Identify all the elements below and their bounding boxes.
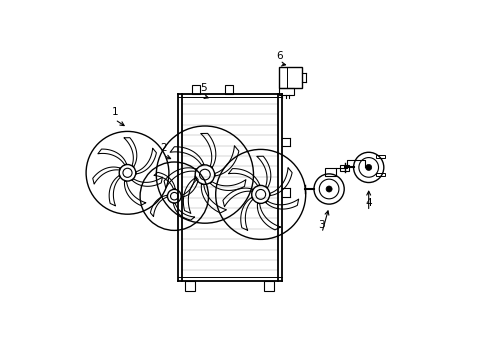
Bar [185,281,195,291]
Bar [339,165,348,171]
Bar [375,173,385,176]
Text: 5: 5 [200,83,206,93]
Bar [224,85,232,94]
Text: 2: 2 [160,143,166,153]
Bar [278,88,293,95]
Text: 1: 1 [111,107,118,117]
Text: 3: 3 [318,220,325,230]
Bar [324,168,335,176]
Text: 6: 6 [276,51,283,61]
Bar [278,67,302,88]
Bar [375,155,385,158]
Text: 4: 4 [365,198,371,208]
Bar [192,85,200,94]
Circle shape [325,186,331,192]
Circle shape [365,165,371,170]
Bar [264,281,274,291]
